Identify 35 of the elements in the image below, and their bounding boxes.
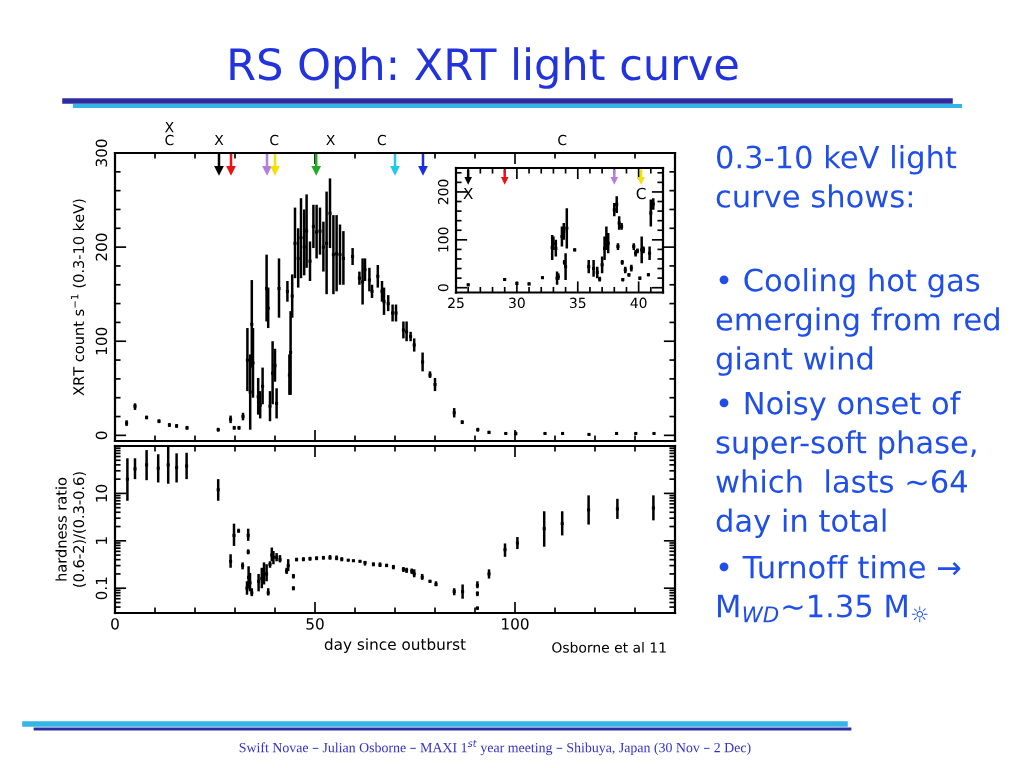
annotation: C: [636, 187, 646, 200]
x-tick-label: 0: [111, 618, 119, 630]
y-tick-label: 300: [95, 139, 108, 167]
text: Osborne et al 11: [552, 642, 666, 653]
y-axis-title: XRT count s$^{−1}$ (0.3-10 keV): [70, 199, 86, 396]
y-tick-label: 200: [95, 233, 108, 261]
x-tick-label: 25: [448, 297, 464, 309]
y-tick-label: 200: [437, 179, 449, 205]
y-tick-label: 0: [437, 284, 449, 292]
chart-title: RS Oph: XRT light curve: [230, 47, 738, 89]
x-tick-label: 30: [509, 297, 525, 309]
annotation: X: [463, 187, 473, 200]
y-tick-label: 0.1: [95, 577, 108, 600]
x-tick-label: 35: [569, 297, 586, 309]
text: • Noisy onset of super-soft phase, which lasts ~64 day in total: [716, 391, 976, 539]
text: • Cooling hot gas emerging from red giant wind: [716, 268, 999, 376]
y-tick-label: 1: [95, 537, 107, 544]
text: C: [558, 134, 567, 146]
y-axis-title: hardness ratio (0.6-2)/(0.3-0.6): [55, 472, 86, 587]
text: 0.3-10 keV light curve shows:: [716, 145, 957, 208]
y-tick-label: 100: [95, 327, 108, 355]
x-tick-label: 100: [502, 618, 529, 630]
text: C: [377, 134, 386, 146]
y-tick-label: 0: [95, 431, 108, 440]
y-tick-label: 10: [95, 484, 108, 502]
text: C: [270, 134, 279, 146]
text: X: [326, 134, 335, 146]
x-tick-label: 40: [630, 297, 647, 309]
text: • Turnoff time → M$_{WD}$~1.35 M$_{☼}$: [718, 555, 961, 623]
text: Swift Novae – Julian Osborne – MAXI 1$^{st}$ year meeting – Shibuya, Japan (30 Nov – 2 Dec): [239, 740, 751, 756]
x-tick-label: 50: [306, 618, 324, 630]
y-tick-label: 100: [437, 227, 449, 252]
text: X C: [165, 122, 174, 146]
x-axis-title: day since outburst: [324, 638, 466, 653]
text: X: [214, 134, 224, 146]
